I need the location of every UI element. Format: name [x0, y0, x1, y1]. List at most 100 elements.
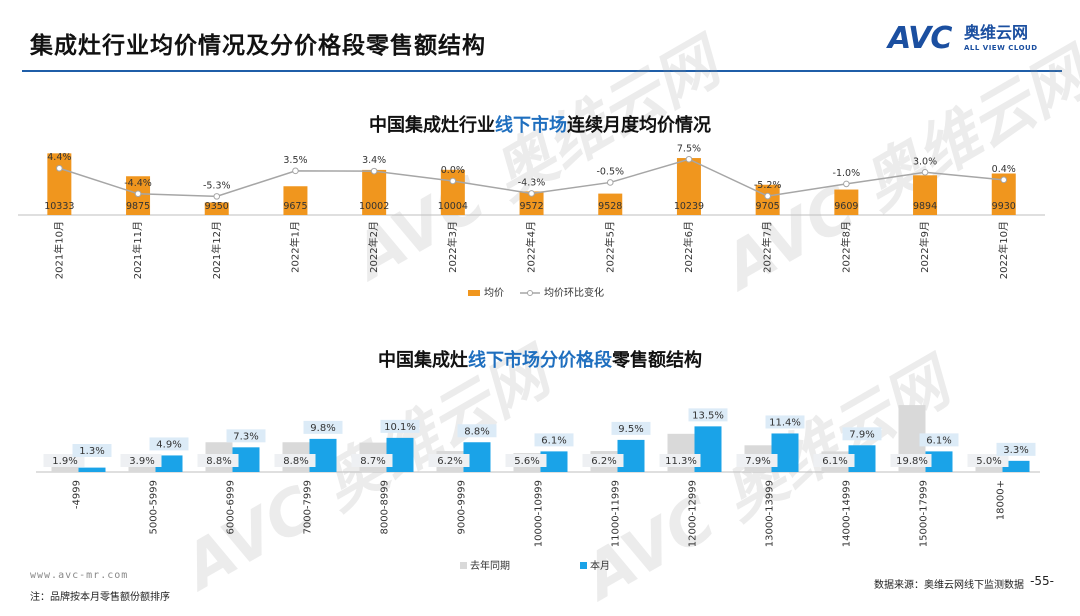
- x-tick-label: 2022年4月: [525, 221, 538, 273]
- legend-swatch-last-year: [460, 562, 467, 569]
- this-month-value-label: 9.5%: [618, 424, 643, 435]
- logo-en-text: ALL VIEW CLOUD: [964, 44, 1038, 52]
- last-year-bar: [51, 465, 79, 472]
- legend-swatch-price: [468, 290, 480, 296]
- price-bar: [913, 175, 938, 215]
- mom-value-label: 4.4%: [47, 152, 71, 163]
- label-box: [457, 424, 497, 438]
- mom-value-label: 3.5%: [283, 155, 307, 166]
- legend-label: 均价环比变化: [544, 286, 604, 299]
- bar-value-label: 10004: [438, 201, 468, 212]
- legend-swatch-this-month: [580, 562, 587, 569]
- this-month-bar: [540, 451, 568, 472]
- last-year-value-label: 11.3%: [665, 456, 697, 467]
- bar-value-label: 10002: [359, 201, 389, 212]
- label-box: [274, 454, 316, 467]
- x-tick-label: 13000-13999: [765, 480, 776, 547]
- price-bar: [676, 158, 701, 215]
- this-month-value-label: 7.9%: [849, 429, 874, 440]
- last-year-value-label: 7.9%: [745, 456, 770, 467]
- avc-logo: AVC 奥维云网 ALL VIEW CLOUD: [888, 22, 1058, 56]
- price-bar: [204, 202, 229, 215]
- x-tick-label: 2022年3月: [446, 221, 459, 273]
- chart1-title-part: 连续月度均价情况: [567, 115, 711, 136]
- bar-value-label: 9930: [992, 201, 1016, 212]
- mom-value-label: -5.3%: [203, 180, 231, 191]
- logo-cn-text: 奥维云网: [964, 23, 1029, 42]
- mom-point: [56, 164, 63, 172]
- x-tick-label: 14000-14999: [842, 480, 853, 547]
- last-year-value-label: 5.0%: [976, 456, 1001, 467]
- this-month-value-label: 13.5%: [692, 410, 724, 421]
- label-box: [813, 454, 855, 467]
- x-tick-label: 10000-10999: [534, 480, 545, 547]
- legend-marker-mom: [527, 290, 533, 296]
- this-month-bar: [1002, 460, 1030, 472]
- x-tick-label: 11000-11999: [611, 480, 622, 547]
- logo-avc-text: AVC: [888, 21, 952, 56]
- mom-value-label: 3.0%: [913, 156, 937, 167]
- mom-point: [213, 193, 221, 200]
- last-year-value-label: 3.9%: [129, 456, 154, 467]
- label-box: [72, 444, 112, 457]
- price-bar: [598, 193, 623, 215]
- mom-point: [921, 169, 929, 176]
- label-box: [428, 454, 470, 467]
- price-bar: [519, 191, 544, 215]
- last-year-value-label: 8.7%: [360, 456, 385, 467]
- mom-value-label: -4.4%: [124, 178, 152, 189]
- chart1-title-part: 中国集成灶行业: [369, 115, 495, 136]
- chart1-title: 中国集成灶行业线下市场连续月度均价情况: [0, 111, 1080, 137]
- label-box: [890, 454, 932, 467]
- price-segment-chart: 1.9%1.3% -4999 3.9%4.9% 5000-5999 8.8% 7.3% 60…: [36, 405, 1040, 572]
- label-box: [303, 420, 343, 434]
- x-tick-label: 6000-6999: [226, 480, 237, 535]
- mom-value-label: 0.4%: [992, 164, 1016, 175]
- x-tick-label: 5000-5999: [149, 480, 160, 535]
- chart2-title-part: 中国集成灶: [378, 350, 468, 371]
- x-tick-label: 2022年2月: [367, 221, 380, 273]
- x-tick-label: 2022年10月: [997, 221, 1010, 279]
- x-tick-label: 18000+: [996, 480, 1007, 520]
- label-box: [351, 454, 393, 467]
- this-month-bar: [155, 455, 183, 472]
- footer-url: www.avc-mr.com: [30, 570, 129, 581]
- bar-value-label: 10239: [674, 201, 704, 212]
- x-tick-label: 2021年11月: [131, 221, 144, 279]
- last-year-value-label: 5.6%: [514, 456, 539, 467]
- label-box: [736, 454, 778, 467]
- price-bar: [440, 169, 465, 215]
- mom-point: [449, 177, 457, 185]
- label-box: [967, 454, 1009, 467]
- chart2-title-part: 零售额结构: [612, 350, 702, 371]
- x-tick-label: 2022年1月: [288, 221, 301, 273]
- x-tick-label: 2021年12月: [210, 221, 223, 279]
- x-tick-label: 2022年7月: [761, 221, 774, 273]
- bar-value-label: 9350: [205, 201, 229, 212]
- last-year-value-label: 8.8%: [206, 456, 231, 467]
- x-tick-label: 2021年10月: [52, 221, 65, 279]
- mom-value-label: -1.0%: [833, 168, 861, 179]
- price-bar: [47, 153, 72, 215]
- label-box: [120, 454, 162, 467]
- last-year-value-label: 8.8%: [283, 456, 308, 467]
- chart1-title-highlight: 线下市场: [495, 115, 567, 136]
- label-box: [380, 419, 420, 433]
- this-month-value-label: 7.3%: [233, 431, 258, 442]
- this-month-bar: [925, 451, 953, 472]
- last-year-value-label: 1.9%: [52, 456, 77, 467]
- mom-value-label: 0.0%: [441, 165, 465, 176]
- this-month-value-label: 3.3%: [1003, 445, 1028, 456]
- x-tick-label: 15000-17999: [919, 480, 930, 547]
- chart2-title: 中国集成灶线下市场分价格段零售额结构: [0, 346, 1080, 372]
- mom-value-label: -5.2%: [754, 180, 782, 191]
- label-box: [996, 442, 1036, 456]
- page-title: 集成灶行业均价情况及分价格段零售额结构: [30, 33, 486, 59]
- label-box: [842, 427, 882, 441]
- label-box: [149, 437, 189, 451]
- mom-value-label: -0.5%: [596, 166, 624, 177]
- x-tick-label: 2022年9月: [918, 221, 931, 273]
- price-bar: [283, 186, 308, 215]
- label-box: [688, 408, 728, 422]
- mom-point: [1000, 176, 1008, 184]
